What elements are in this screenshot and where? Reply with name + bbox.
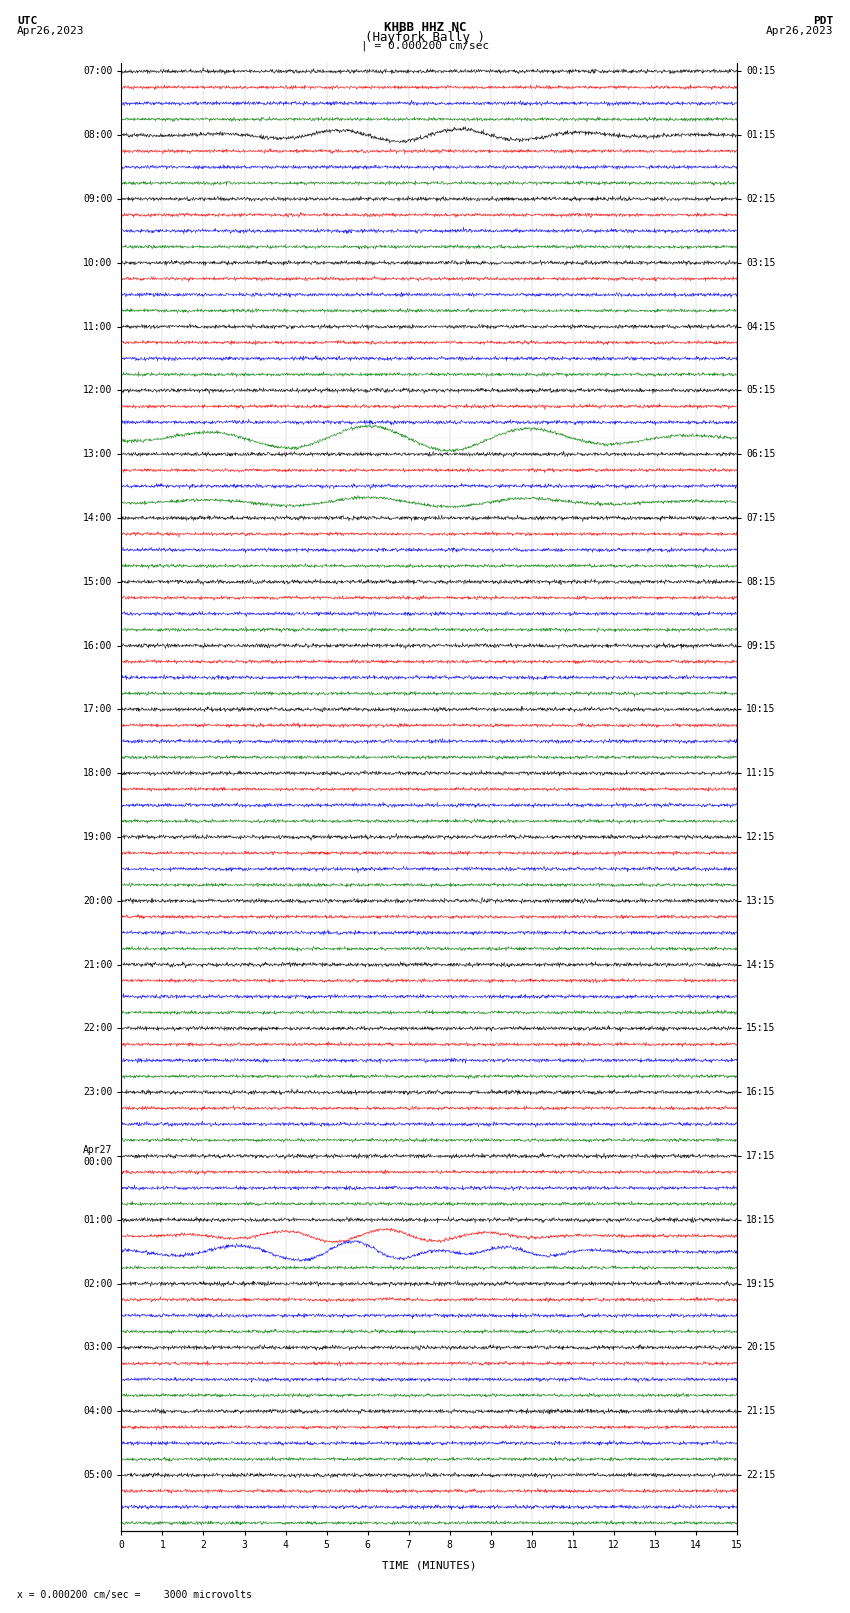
Text: | = 0.000200 cm/sec: | = 0.000200 cm/sec: [361, 40, 489, 52]
Text: UTC: UTC: [17, 16, 37, 26]
Text: (Hayfork Bally ): (Hayfork Bally ): [365, 31, 485, 44]
Text: x = 0.000200 cm/sec =    3000 microvolts: x = 0.000200 cm/sec = 3000 microvolts: [17, 1590, 252, 1600]
Text: PDT: PDT: [813, 16, 833, 26]
Text: Apr26,2023: Apr26,2023: [17, 26, 84, 35]
X-axis label: TIME (MINUTES): TIME (MINUTES): [382, 1560, 477, 1569]
Text: KHBB HHZ NC: KHBB HHZ NC: [383, 21, 467, 34]
Text: Apr26,2023: Apr26,2023: [766, 26, 833, 35]
